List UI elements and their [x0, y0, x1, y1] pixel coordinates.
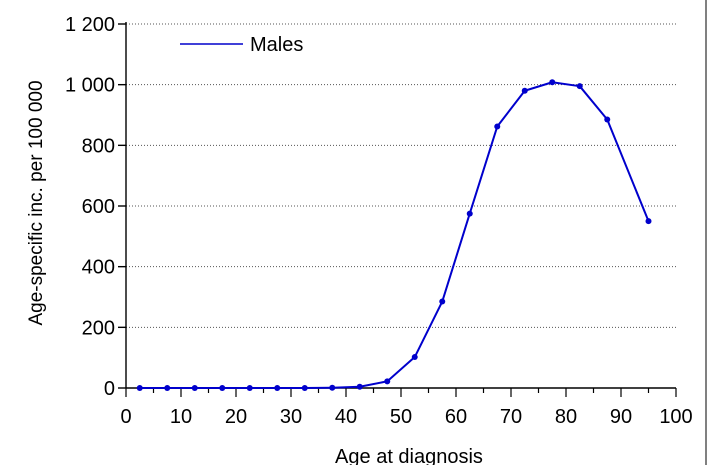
y-axis-title: Age-specific inc. per 100 000 — [26, 80, 47, 325]
legend: Males — [180, 34, 303, 56]
data-point — [246, 385, 253, 391]
data-point — [604, 116, 611, 123]
x-tick-label: 50 — [390, 406, 412, 428]
data-point — [356, 383, 363, 390]
data-point — [274, 385, 281, 391]
data-point — [521, 87, 528, 94]
x-axis-title: Age at diagnosis — [335, 446, 483, 465]
series-line-males — [139, 81, 650, 389]
gridlines — [126, 23, 676, 328]
legend-label-males: Males — [250, 34, 303, 56]
data-point — [384, 378, 391, 385]
y-tick-label: 1 000 — [65, 75, 115, 97]
data-point — [191, 385, 198, 391]
x-axis-ticks: 0 10 20 30 40 50 60 70 80 90 100 — [120, 388, 693, 428]
data-point — [329, 384, 336, 391]
y-tick-label: 0 — [104, 378, 115, 400]
x-tick-label: 30 — [280, 406, 302, 428]
x-tick-label: 80 — [555, 406, 577, 428]
data-point — [549, 79, 556, 86]
x-tick-label: 40 — [335, 406, 357, 428]
x-tick-label: 10 — [170, 406, 192, 428]
data-point — [411, 354, 418, 361]
data-point — [439, 298, 446, 305]
data-point — [494, 123, 501, 130]
x-tick-label: 70 — [500, 406, 522, 428]
y-tick-label: 600 — [82, 196, 115, 218]
series-layer — [136, 79, 652, 391]
x-tick-label: 0 — [120, 406, 131, 428]
data-point — [301, 385, 308, 391]
y-tick-label: 800 — [82, 135, 115, 157]
x-tick-label: 60 — [445, 406, 467, 428]
data-point — [164, 385, 171, 391]
x-tick-label: 90 — [610, 406, 632, 428]
data-point — [136, 385, 143, 391]
data-point — [219, 385, 226, 391]
x-tick-label: 100 — [659, 406, 692, 428]
data-point — [466, 210, 473, 217]
y-tick-label: 400 — [82, 257, 115, 279]
data-point — [645, 218, 652, 225]
y-axis-ticks: 0 200 400 600 800 1 000 1 200 — [65, 14, 126, 400]
x-tick-label: 20 — [225, 406, 247, 428]
data-point — [576, 83, 583, 90]
y-tick-label: 1 200 — [65, 14, 115, 36]
y-tick-label: 200 — [82, 317, 115, 339]
